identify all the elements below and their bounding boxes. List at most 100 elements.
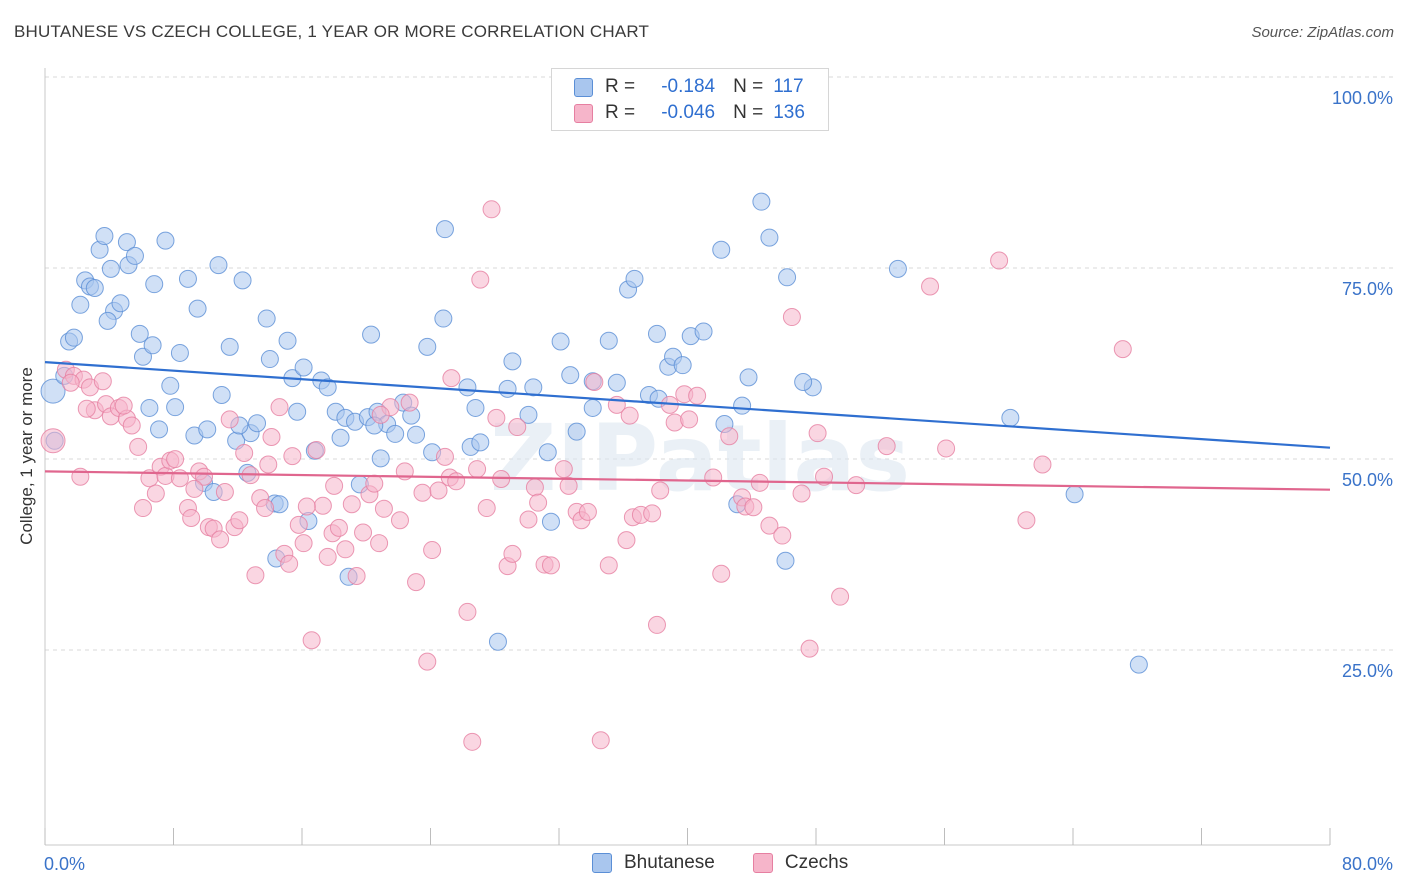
legend-r-value: -0.046 <box>661 102 716 123</box>
czechs-point <box>620 406 639 425</box>
czechs-point <box>688 386 707 405</box>
bhutanese-point <box>794 372 813 391</box>
tick-labels: 25.0% 50.0% 75.0% 100.0% 0.0% 80.0% <box>44 88 1393 874</box>
bhutanese-point <box>288 402 307 421</box>
czechs-point <box>122 416 141 435</box>
czechs-point <box>133 499 152 518</box>
correlation-legend: R = -0.184 N = 117 R = -0.046 N = 136 <box>551 68 829 131</box>
czechs-point <box>750 473 769 492</box>
bhutanese-point <box>71 295 90 314</box>
czechs-point <box>418 652 437 671</box>
legend-r-label: R = <box>605 76 636 97</box>
bhutanese-point <box>776 551 795 570</box>
czechs-point <box>365 474 384 493</box>
bhutanese-point <box>331 428 350 447</box>
czechs-point <box>458 602 477 621</box>
czechs-point <box>262 427 281 446</box>
czechs-point <box>773 526 792 545</box>
czechs-point <box>429 481 448 500</box>
bhutanese-point <box>583 398 602 417</box>
bhutanese-point <box>294 358 313 377</box>
bhutanese-point <box>435 220 454 239</box>
czechs-point <box>185 479 204 498</box>
bhutanese-swatch <box>592 853 612 873</box>
bhutanese-point <box>386 424 405 443</box>
series-legend-czechs: Czechs <box>752 852 848 874</box>
bhutanese-point <box>888 259 907 278</box>
legend-n-label: N = <box>733 102 764 123</box>
bhutanese-point <box>220 337 239 356</box>
axes <box>44 68 1331 846</box>
legend-swatch-blue <box>574 77 593 97</box>
czechs-point <box>651 481 670 500</box>
bhutanese-point <box>1065 485 1084 504</box>
czechs-point <box>617 531 636 550</box>
czechs-point <box>329 518 348 537</box>
czechs-point <box>146 484 165 503</box>
bhutanese-point <box>673 356 692 375</box>
czechs-point <box>166 450 185 469</box>
bhutanese-label: Bhutanese <box>624 852 715 873</box>
bhutanese-point <box>170 343 189 362</box>
bhutanese-point <box>466 398 485 417</box>
bhutanese-point <box>418 337 437 356</box>
bhutanese-point <box>760 228 779 247</box>
czechs-point <box>808 424 827 443</box>
czechs-point <box>342 495 361 514</box>
bhutanese-point <box>599 331 618 350</box>
legend-r-value: -0.184 <box>661 76 716 97</box>
bhutanese-point <box>541 512 560 531</box>
czechs-point <box>259 455 278 474</box>
data-points <box>40 192 1148 751</box>
czechs-point <box>643 504 662 523</box>
czechs-point <box>294 534 313 553</box>
czechs-trend-line <box>44 470 1331 491</box>
bhutanese-point <box>625 269 644 288</box>
bhutanese-point <box>212 385 231 404</box>
czechs-point <box>40 428 66 454</box>
czechs-point <box>114 396 133 415</box>
bhutanese-point <box>1129 655 1148 674</box>
gridlines <box>45 76 1395 651</box>
czechs-point <box>680 410 699 429</box>
czechs-point <box>283 447 302 466</box>
czechs-point <box>61 373 80 392</box>
czechs-point <box>831 587 850 606</box>
bhutanese-point <box>538 443 557 462</box>
czechs-point <box>77 399 96 418</box>
czechs-point <box>297 497 316 516</box>
czechs-point <box>407 573 426 592</box>
czechs-point <box>463 732 482 751</box>
czechs-point <box>215 482 234 501</box>
bhutanese-point <box>561 366 580 385</box>
czechs-point <box>354 523 373 542</box>
czechs-point <box>246 566 265 585</box>
bhutanese-point <box>248 414 267 433</box>
bhutanese-point <box>130 324 149 343</box>
czechs-swatch <box>752 853 773 873</box>
bhutanese-point <box>85 279 104 297</box>
bhutanese-point <box>1001 408 1020 427</box>
czechs-point <box>400 393 419 412</box>
bhutanese-point <box>647 324 666 343</box>
bhutanese-point <box>64 328 83 347</box>
trend-lines <box>44 361 1331 491</box>
bhutanese-point <box>733 396 752 415</box>
czechs-point <box>129 437 148 456</box>
watermark: ZIPatlas <box>490 405 910 512</box>
czechs-point <box>578 502 597 521</box>
bhutanese-trend-line <box>44 361 1331 449</box>
bhutanese-point <box>145 275 164 294</box>
bhutanese-point <box>188 299 207 318</box>
czechs-point <box>471 270 490 289</box>
bhutanese-point <box>143 336 162 355</box>
bhutanese-point <box>178 269 197 288</box>
czechs-point <box>554 460 573 479</box>
legend-row-bhutanese: R = -0.184 N = 117 <box>574 75 804 99</box>
czechs-point <box>1033 455 1052 474</box>
bhutanese-point <box>458 378 477 397</box>
czechs-point <box>442 369 461 388</box>
czechs-point <box>325 476 344 495</box>
legend-row-czechs: R = -0.046 N = 136 <box>574 101 805 125</box>
